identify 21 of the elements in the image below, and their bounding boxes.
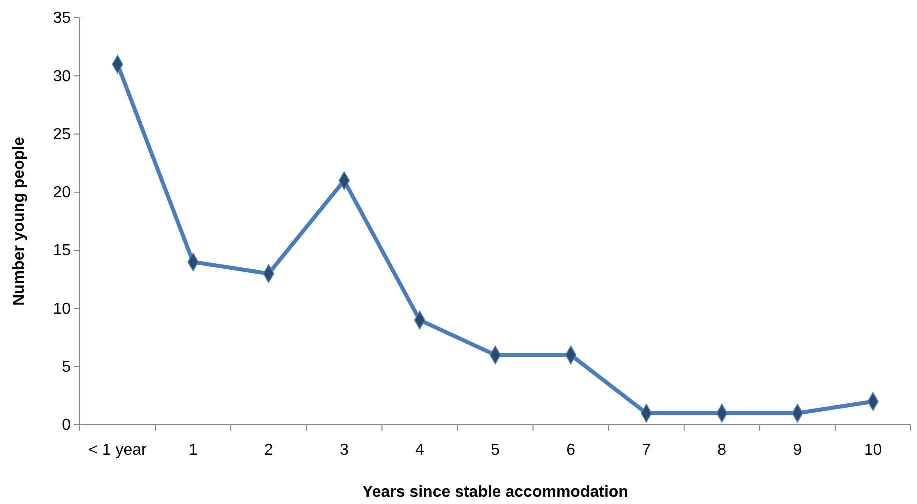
x-tick-label: 6 xyxy=(566,442,576,459)
y-tick-label: 25 xyxy=(53,126,72,144)
y-tick-label: 20 xyxy=(53,184,72,202)
y-tick-label: 30 xyxy=(53,68,72,86)
x-tick-label: 9 xyxy=(793,442,802,459)
x-tick-label: 8 xyxy=(718,442,727,459)
y-axis-title: Number young people xyxy=(11,136,28,306)
y-tick-label: 35 xyxy=(53,10,72,28)
x-tick-label: 2 xyxy=(264,442,274,459)
x-tick-label: 3 xyxy=(340,442,349,459)
x-tick-label: 10 xyxy=(864,442,882,459)
y-tick-label: 5 xyxy=(62,358,72,376)
x-tick-label: < 1 year xyxy=(88,442,148,459)
x-axis-title: Years since stable accommodation xyxy=(362,484,628,501)
x-tick-label: 5 xyxy=(491,442,500,459)
x-tick-label: 4 xyxy=(416,442,424,459)
y-tick-label: 10 xyxy=(53,300,72,318)
x-tick-label: 1 xyxy=(188,442,198,459)
y-tick-label: 15 xyxy=(53,242,72,260)
y-tick-label: 0 xyxy=(62,417,72,434)
x-tick-label: 7 xyxy=(642,442,652,459)
